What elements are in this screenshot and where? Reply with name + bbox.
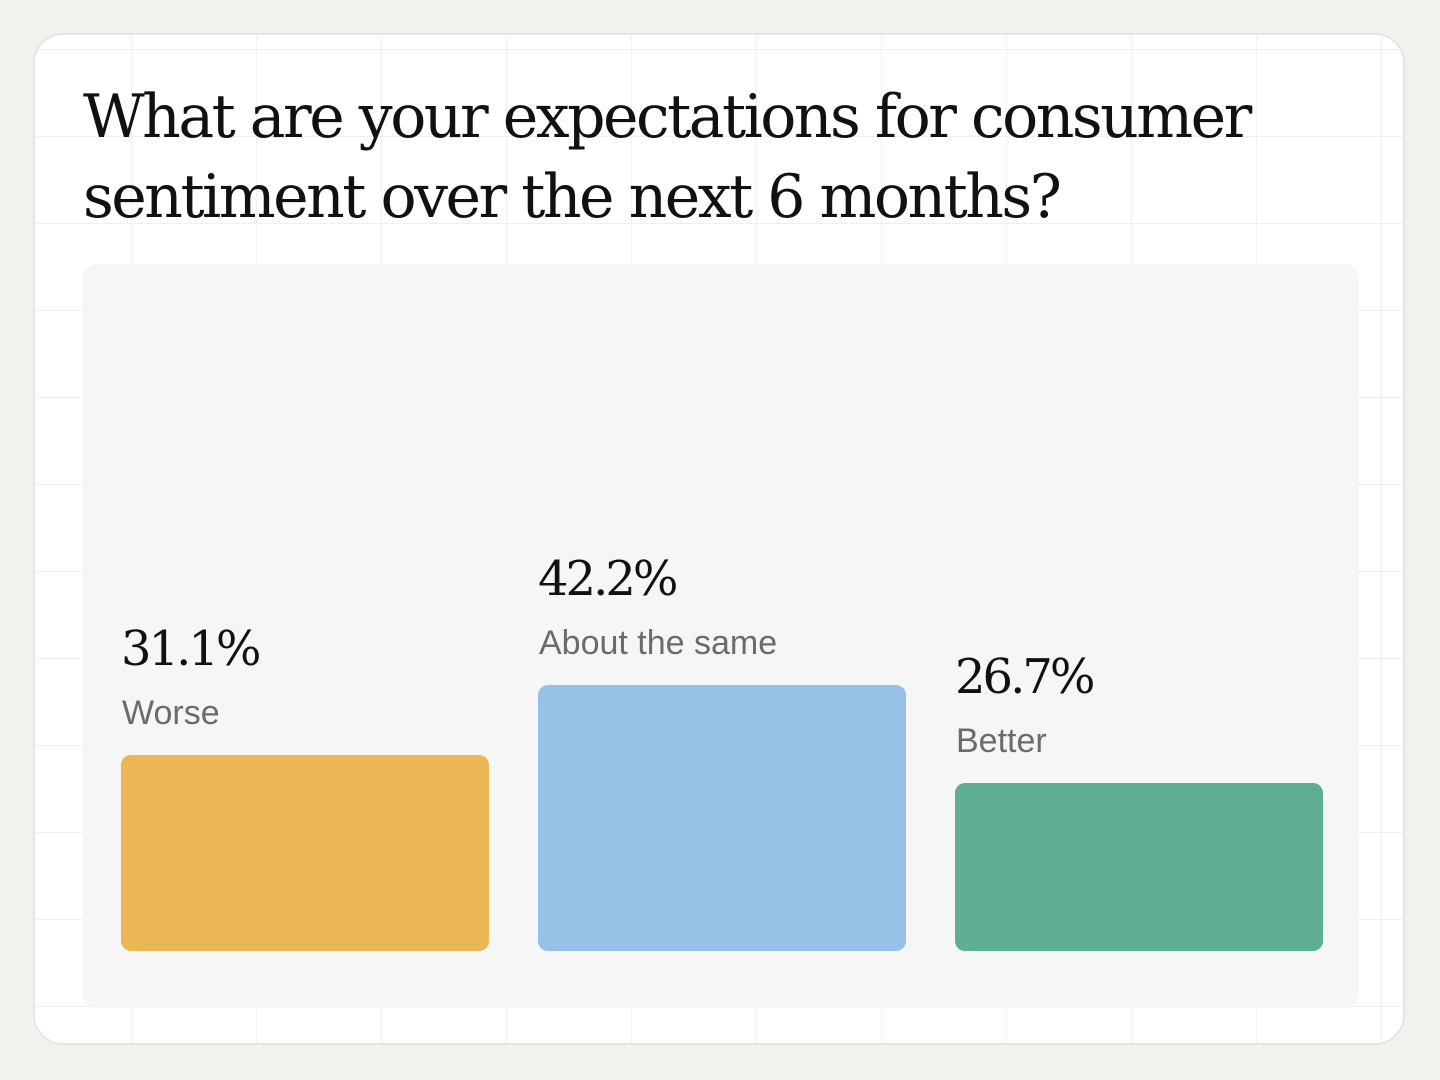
value-label: 26.7% xyxy=(955,649,1095,705)
value-label: 42.2% xyxy=(538,551,678,607)
category-label: Better xyxy=(956,722,1047,760)
value-label: 31.1% xyxy=(121,621,261,677)
category-label: Worse xyxy=(122,694,220,732)
chart-card: What are your expectations for consumer … xyxy=(33,33,1405,1045)
bar-worse xyxy=(121,755,489,951)
chart-title: What are your expectations for consumer … xyxy=(83,82,1252,232)
category-label: About the same xyxy=(539,624,778,662)
bar-about-the-same xyxy=(538,685,906,951)
bar-better xyxy=(955,783,1323,951)
plot-area: Worse 31.1% About the same 42.2% Better 26.7% xyxy=(83,264,1359,1008)
